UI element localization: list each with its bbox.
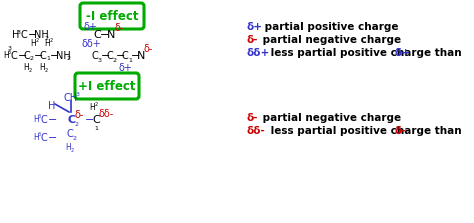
Text: 3: 3 <box>8 50 11 56</box>
Text: H: H <box>44 39 50 48</box>
Text: 2: 2 <box>29 68 32 74</box>
Text: −: − <box>50 51 59 61</box>
Text: 2: 2 <box>71 149 74 153</box>
Text: δ-: δ- <box>144 44 154 54</box>
Text: 3: 3 <box>8 47 12 52</box>
Text: 2: 2 <box>45 35 49 41</box>
Text: 2: 2 <box>75 122 79 126</box>
Text: 2: 2 <box>36 39 39 43</box>
Text: H: H <box>33 116 39 124</box>
Text: δ+: δ+ <box>247 22 263 32</box>
Text: H: H <box>3 52 9 60</box>
Text: −: − <box>48 115 57 125</box>
Text: 3: 3 <box>38 132 41 138</box>
Text: 2: 2 <box>95 103 98 107</box>
Text: δ+: δ+ <box>395 48 411 58</box>
Text: H: H <box>89 103 95 112</box>
Text: 1: 1 <box>128 58 132 62</box>
Text: -I effect: -I effect <box>86 10 138 23</box>
Text: 2: 2 <box>113 58 117 62</box>
Text: C: C <box>67 129 74 139</box>
Text: 1: 1 <box>46 56 50 62</box>
Text: 1: 1 <box>94 126 98 132</box>
Text: 2: 2 <box>45 68 48 74</box>
Text: δ+: δ+ <box>84 22 98 32</box>
Text: CH: CH <box>64 93 78 103</box>
Text: C: C <box>107 51 114 61</box>
Text: 2: 2 <box>30 56 34 62</box>
Text: 2: 2 <box>50 39 53 43</box>
Text: partial negative charge: partial negative charge <box>259 35 401 45</box>
Text: −: − <box>48 133 57 143</box>
Text: H: H <box>39 64 45 72</box>
Text: 2: 2 <box>67 56 71 62</box>
Text: δ+: δ+ <box>119 63 133 73</box>
Text: δδ-: δδ- <box>99 109 114 119</box>
Text: 3: 3 <box>38 114 41 120</box>
Text: δδ-: δδ- <box>247 126 266 136</box>
Text: N: N <box>107 30 115 40</box>
Text: δ-: δ- <box>247 35 258 45</box>
Text: −: − <box>85 115 94 125</box>
Text: C: C <box>41 115 48 125</box>
Text: 3: 3 <box>76 93 80 97</box>
Text: 3: 3 <box>17 29 21 35</box>
Text: C: C <box>11 51 18 61</box>
Text: δ-: δ- <box>115 23 124 33</box>
Text: H: H <box>12 30 19 40</box>
Text: δ-: δ- <box>247 113 258 123</box>
Text: −: − <box>28 30 37 40</box>
Text: δ-: δ- <box>75 110 84 120</box>
Text: −: − <box>34 51 44 61</box>
FancyBboxPatch shape <box>75 73 139 99</box>
Text: H: H <box>30 39 36 48</box>
Text: 2: 2 <box>73 136 77 140</box>
Text: C: C <box>122 51 129 61</box>
Text: NH: NH <box>56 51 71 61</box>
Text: H: H <box>48 101 55 111</box>
Text: C: C <box>41 133 48 143</box>
Text: +I effect: +I effect <box>78 80 136 93</box>
Text: C: C <box>93 30 101 40</box>
FancyBboxPatch shape <box>80 3 144 29</box>
Text: C: C <box>92 115 100 125</box>
Text: C: C <box>40 51 47 61</box>
Text: H: H <box>33 134 39 142</box>
Text: partial positive charge: partial positive charge <box>261 22 399 32</box>
Text: −: − <box>116 51 126 61</box>
Text: C: C <box>68 115 76 125</box>
Text: δδ+: δδ+ <box>247 48 270 58</box>
Text: C: C <box>92 51 99 61</box>
Text: −: − <box>131 51 140 61</box>
Text: 3: 3 <box>98 58 102 62</box>
Text: δδ+: δδ+ <box>82 39 102 49</box>
Text: less partial positive charge than: less partial positive charge than <box>267 48 465 58</box>
Text: −: − <box>101 51 110 61</box>
Text: C: C <box>24 51 31 61</box>
Text: less partial positive charge than: less partial positive charge than <box>267 126 465 136</box>
Text: H: H <box>23 64 29 72</box>
Text: NH: NH <box>34 30 49 40</box>
Text: C: C <box>21 30 28 40</box>
Text: partial negative charge: partial negative charge <box>259 113 401 123</box>
Text: δ-: δ- <box>395 126 407 136</box>
Text: −: − <box>18 51 27 61</box>
Text: H: H <box>65 143 71 153</box>
Text: −: − <box>100 30 109 40</box>
Text: N: N <box>137 51 146 61</box>
